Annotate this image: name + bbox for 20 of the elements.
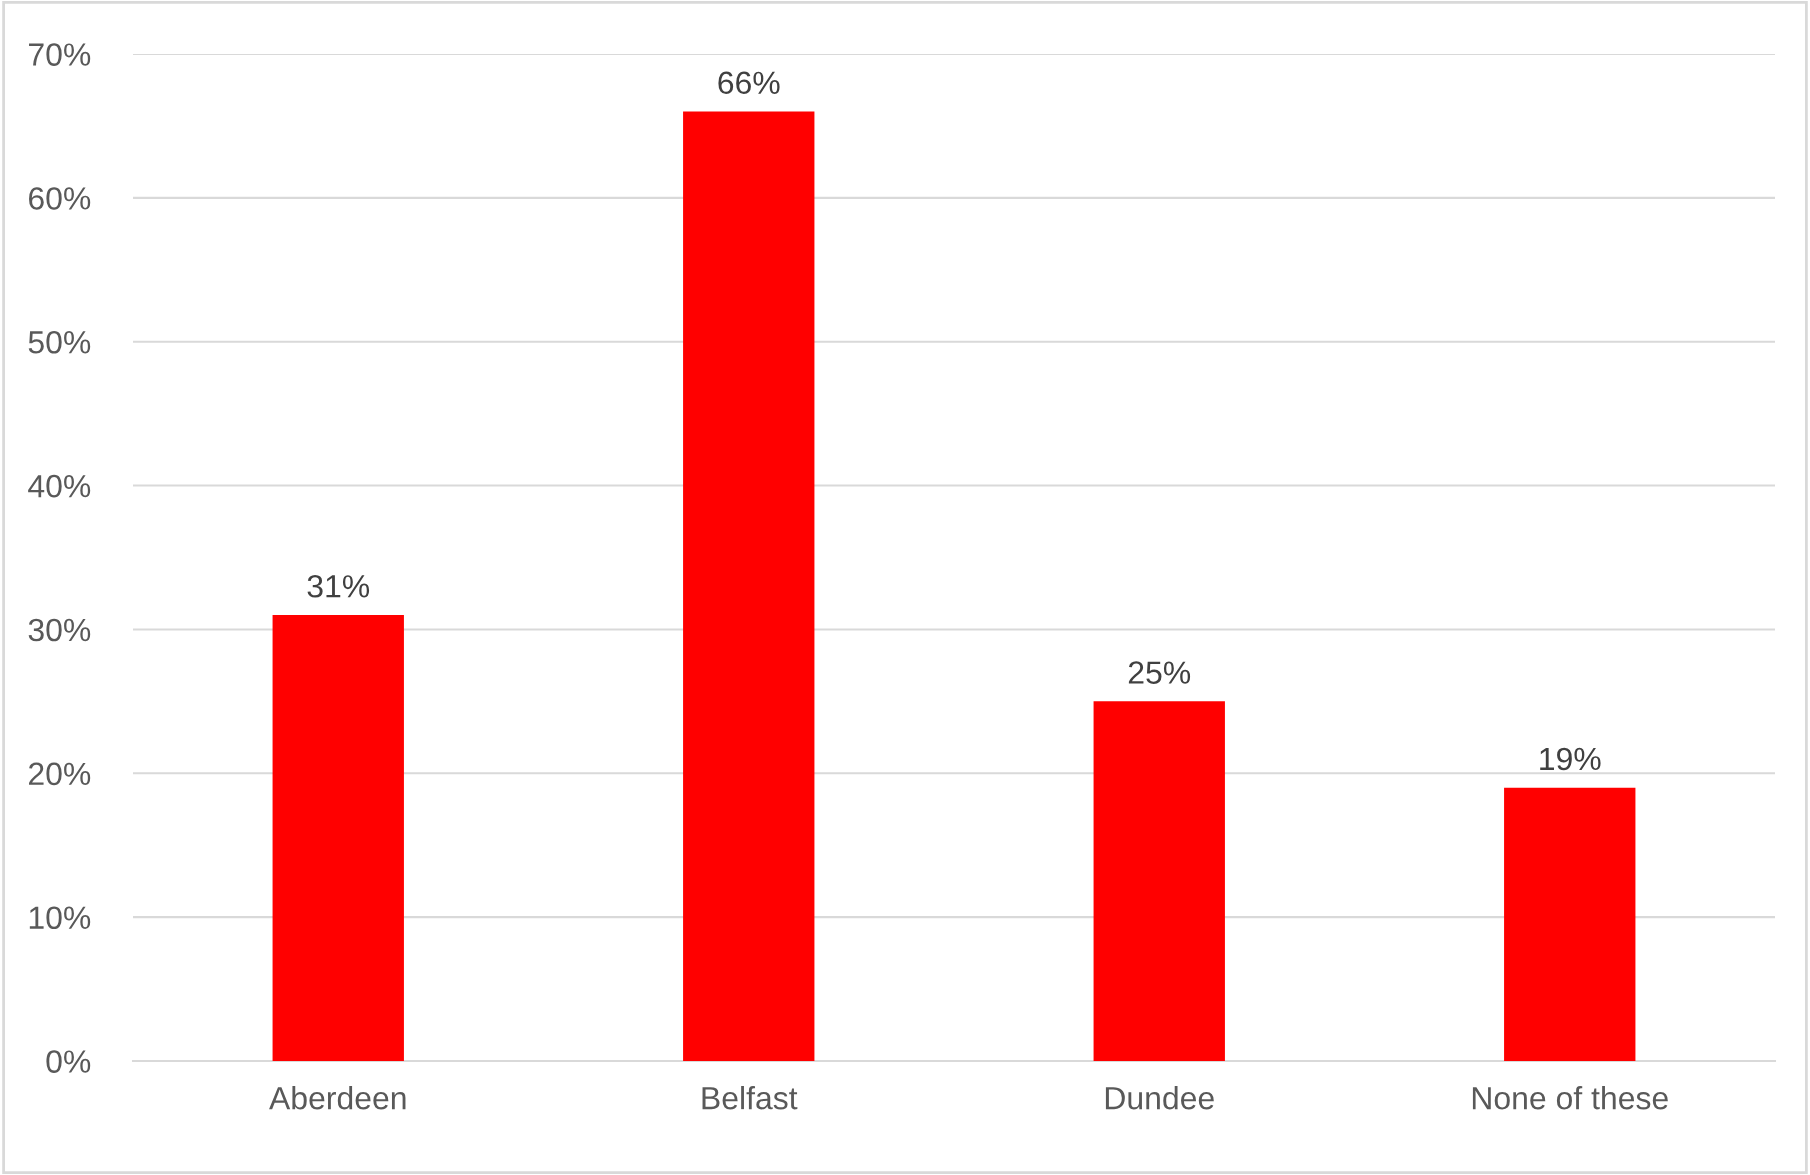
y-tick-label: 20% [29, 762, 91, 786]
y-tick-label: 50% [28, 330, 91, 354]
y-tick-label: 60% [29, 187, 91, 210]
bar [1504, 787, 1636, 1061]
y-tick-label: 70% [29, 43, 91, 66]
bar [683, 111, 815, 1061]
x-tick-label: None of these [1472, 1086, 1668, 1110]
y-tick-label: 30% [28, 618, 91, 642]
data-label: 25% [1128, 661, 1191, 684]
bar [272, 615, 404, 1061]
y-tick-label: 0% [46, 1050, 91, 1073]
data-label: 66% [718, 71, 780, 95]
x-tick-label: Dundee [1105, 1086, 1214, 1110]
data-label: 19% [1540, 747, 1601, 771]
y-tick-label: 40% [28, 474, 91, 498]
y-tick-label: 10% [29, 906, 91, 930]
x-tick-label: Belfast [702, 1086, 798, 1110]
x-tick-label: Aberdeen [269, 1086, 406, 1110]
bar [1093, 701, 1225, 1061]
data-label: 31% [307, 575, 370, 598]
